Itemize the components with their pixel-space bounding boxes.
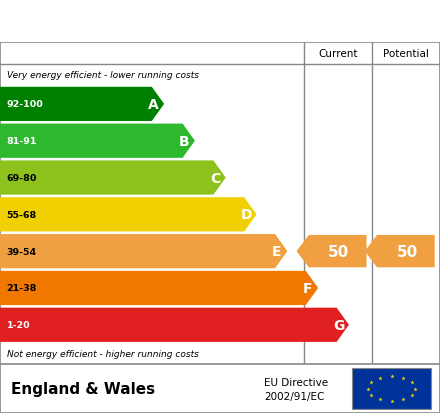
Polygon shape [0,198,257,232]
Polygon shape [0,271,318,305]
Text: 50: 50 [396,244,418,259]
Text: Energy Efficiency Rating: Energy Efficiency Rating [11,12,290,31]
Polygon shape [0,161,226,195]
Polygon shape [0,88,164,122]
Text: Very energy efficient - lower running costs: Very energy efficient - lower running co… [7,71,198,80]
Text: D: D [240,208,252,222]
Text: 55-68: 55-68 [7,210,37,219]
Text: 21-38: 21-38 [7,284,37,293]
Text: B: B [179,134,190,148]
Polygon shape [0,308,349,342]
Text: 1-20: 1-20 [7,320,30,330]
Text: 50: 50 [328,244,349,259]
Polygon shape [0,124,195,159]
Text: C: C [210,171,220,185]
Text: E: E [272,244,282,259]
Text: 69-80: 69-80 [7,173,37,183]
Text: 92-100: 92-100 [7,100,44,109]
Polygon shape [0,235,287,268]
Text: Current: Current [318,48,357,59]
Text: EU Directive
2002/91/EC: EU Directive 2002/91/EC [264,377,328,401]
Text: F: F [303,281,312,295]
Text: 39-54: 39-54 [7,247,37,256]
Text: 81-91: 81-91 [7,137,37,146]
Polygon shape [365,235,435,268]
Bar [352,368,431,409]
Text: England & Wales: England & Wales [11,381,155,396]
Text: Not energy efficient - higher running costs: Not energy efficient - higher running co… [7,349,198,358]
Text: Potential: Potential [383,48,429,59]
Text: A: A [148,97,159,112]
Text: G: G [333,318,344,332]
Polygon shape [297,235,367,268]
